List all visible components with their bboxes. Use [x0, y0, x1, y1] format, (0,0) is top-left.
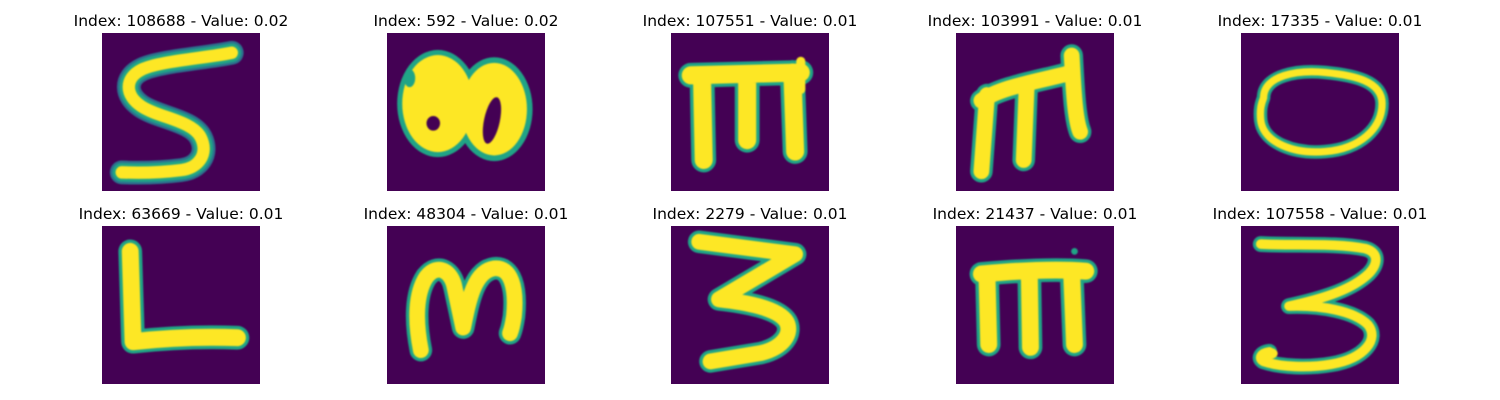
panel-4: Index: 103991 - Value: 0.01 — [905, 11, 1165, 201]
panel-7: Index: 48304 - Value: 0.01 — [336, 204, 596, 394]
panel-2: Index: 592 - Value: 0.02 — [336, 11, 596, 201]
panel-1: Index: 108688 - Value: 0.02 — [51, 11, 311, 201]
panel-title: Index: 107551 - Value: 0.01 — [642, 12, 858, 30]
panel-title: Index: 21437 - Value: 0.01 — [932, 205, 1138, 223]
panel-10: Index: 107558 - Value: 0.01 — [1190, 204, 1450, 394]
glyph-image-letter-m-bar-2 — [956, 226, 1114, 384]
glyph-image-letter-l — [102, 226, 260, 384]
panel-3: Index: 107551 - Value: 0.01 — [620, 11, 880, 201]
panel-9: Index: 21437 - Value: 0.01 — [905, 204, 1165, 394]
glyph-image-digit-3-angular — [671, 226, 829, 384]
glyph-image-letter-o — [1241, 33, 1399, 191]
glyph-image-letter-m-bar — [671, 33, 829, 191]
panel-title: Index: 107558 - Value: 0.01 — [1212, 205, 1428, 223]
glyph-image-letter-s — [102, 33, 260, 191]
glyph-image-digit-3-rounded — [1241, 226, 1399, 384]
glyph-image-letter-m-script — [387, 226, 545, 384]
panel-title: Index: 108688 - Value: 0.02 — [73, 12, 289, 30]
panel-8: Index: 2279 - Value: 0.01 — [620, 204, 880, 394]
panel-6: Index: 63669 - Value: 0.01 — [51, 204, 311, 394]
panel-5: Index: 17335 - Value: 0.01 — [1190, 11, 1450, 201]
panel-title: Index: 103991 - Value: 0.01 — [927, 12, 1143, 30]
glyph-image-blob-loops — [387, 33, 545, 191]
panel-title: Index: 48304 - Value: 0.01 — [363, 205, 569, 223]
glyph-image-letter-m-slanted — [956, 33, 1114, 191]
panel-title: Index: 2279 - Value: 0.01 — [652, 205, 848, 223]
panel-title: Index: 592 - Value: 0.02 — [373, 12, 559, 30]
panel-title: Index: 17335 - Value: 0.01 — [1217, 12, 1423, 30]
panel-title: Index: 63669 - Value: 0.01 — [78, 205, 284, 223]
